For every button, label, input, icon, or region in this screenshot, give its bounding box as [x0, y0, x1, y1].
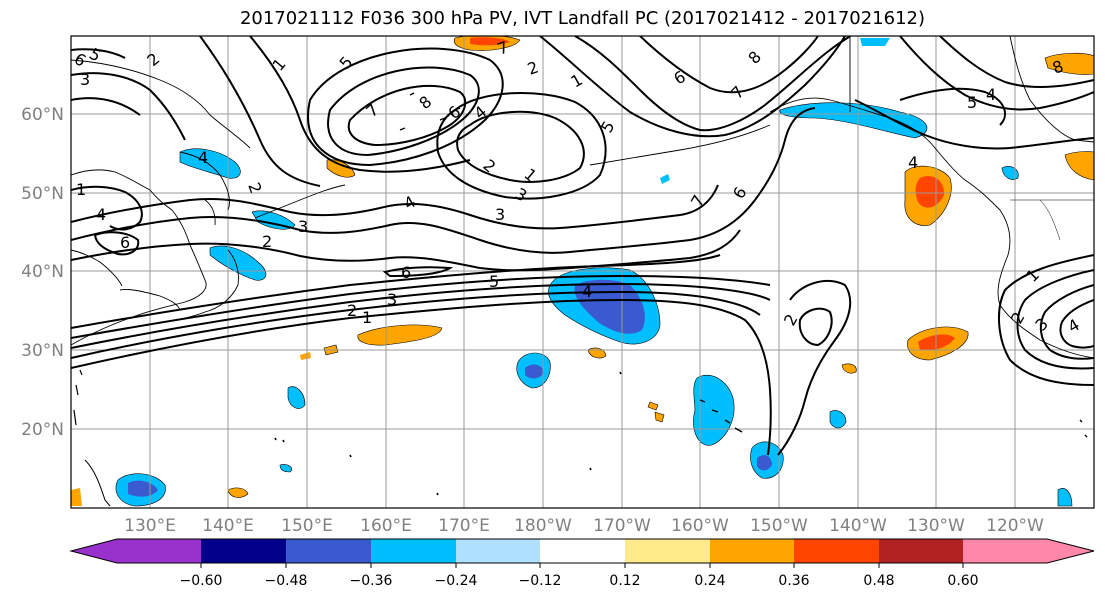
contour-label: 3 — [298, 217, 308, 236]
pv-contours — [71, 36, 1094, 456]
lon-label: 140°E — [202, 516, 254, 536]
positive-anomaly-region — [227, 487, 249, 498]
colorbar-segment — [710, 539, 794, 563]
colorbar-segment — [963, 539, 1094, 563]
colorbar-segment — [456, 539, 540, 563]
lat-label: 40°N — [21, 262, 64, 282]
positive-anomaly-region — [1044, 52, 1094, 75]
colorbar-segment — [879, 539, 963, 563]
contour-label: 3 — [495, 205, 505, 224]
colorbar-tick-label: −0.12 — [519, 573, 562, 589]
lon-label: 160°E — [360, 516, 412, 536]
negative-anomaly-region — [574, 279, 645, 334]
lon-label: 130°E — [124, 516, 176, 536]
latitude-labels: 20°N 30°N 40°N 50°N 60°N — [21, 105, 64, 440]
colorbar-tick-label: −0.36 — [350, 573, 393, 589]
contour-label: 4 — [986, 85, 996, 104]
colorbar-segment — [540, 539, 625, 563]
longitude-labels: 130°E 140°E 150°E 160°E 170°E 180°W 170°… — [124, 516, 1044, 536]
positive-anomaly-region — [71, 488, 82, 506]
positive-anomaly-region — [357, 324, 443, 346]
lon-label: 120°W — [986, 516, 1044, 536]
negative-anomaly-region — [1001, 166, 1019, 180]
positive-anomaly-region — [587, 347, 607, 359]
colorbar-segment — [625, 539, 710, 563]
lat-label: 50°N — [21, 184, 64, 204]
lon-label: 150°W — [750, 516, 808, 536]
contour-label: 4 — [96, 205, 106, 224]
contour-label: 5 — [967, 93, 977, 112]
lon-label: 170°E — [438, 516, 490, 536]
negative-anomaly-region — [287, 386, 306, 409]
lat-label: 20°N — [21, 420, 64, 440]
colorbar: −0.60 −0.48 −0.36 −0.24 −0.12 0.12 0.24 … — [69, 538, 1095, 589]
colorbar-tick-label: 0.60 — [947, 573, 978, 589]
contour-label: 1 — [76, 180, 86, 199]
map-border — [70, 35, 1095, 509]
colorbar-tick-label: 0.36 — [778, 573, 809, 589]
negative-anomaly-region — [1057, 488, 1073, 507]
negative-anomaly-region — [209, 245, 267, 281]
contour-label: 6 — [401, 263, 411, 282]
lat-label: 30°N — [21, 341, 64, 361]
negative-anomaly-region — [779, 102, 928, 139]
colorbar-tick-label: −0.60 — [180, 573, 223, 589]
positive-anomaly-region — [841, 363, 857, 374]
contour-label: 5 — [489, 272, 499, 291]
contour-label: 3 — [387, 290, 397, 309]
colorbar-segment — [201, 539, 286, 563]
contour-label: 1 — [362, 308, 372, 327]
positive-anomaly-region — [915, 175, 945, 208]
negative-anomaly-region — [757, 455, 772, 471]
negative-anomaly-region — [279, 464, 292, 473]
lat-label: 60°N — [21, 105, 64, 125]
lon-label: 160°W — [671, 516, 729, 536]
negative-anomaly-region — [829, 410, 847, 429]
chart-title: 2017021112 F036 300 hPa PV, IVT Landfall… — [239, 8, 926, 29]
colorbar-tick-label: 0.48 — [863, 573, 894, 589]
contour-label: 6 — [120, 233, 130, 252]
colorbar-tick-label: −0.48 — [265, 573, 308, 589]
positive-anomaly-region — [1064, 151, 1094, 181]
lon-label: 180°W — [514, 516, 572, 536]
graticule — [71, 36, 1094, 508]
positive-anomaly-region — [300, 352, 311, 360]
colorbar-segment — [794, 539, 879, 563]
colorbar-segment — [71, 539, 201, 563]
contour-label: 4 — [198, 148, 208, 167]
negative-anomaly-region — [860, 38, 890, 46]
colorbar-tick-label: −0.24 — [435, 573, 478, 589]
contour-label: 2 — [347, 301, 357, 320]
positive-anomaly-region — [647, 401, 659, 411]
lon-label: 130°W — [907, 516, 965, 536]
colorbar-tick-label: 0.24 — [694, 573, 725, 589]
contour-label: 4 — [908, 153, 918, 172]
lon-label: 150°E — [281, 516, 333, 536]
contour-label: 4 — [582, 282, 592, 301]
colorbar-segment — [286, 539, 371, 563]
contour-label: 2 — [262, 232, 272, 251]
lon-label: 170°W — [593, 516, 651, 536]
positive-anomaly-region — [470, 37, 510, 46]
negative-anomaly-region — [251, 210, 296, 230]
colorbar-tick-label: 0.12 — [609, 573, 640, 589]
positive-anomaly-region — [654, 411, 665, 423]
colorbar-segment — [371, 539, 456, 563]
negative-anomaly-region — [525, 364, 544, 379]
contour-label: 3 — [80, 70, 90, 89]
negative-anomaly-region — [660, 174, 670, 184]
lon-label: 140°W — [829, 516, 887, 536]
